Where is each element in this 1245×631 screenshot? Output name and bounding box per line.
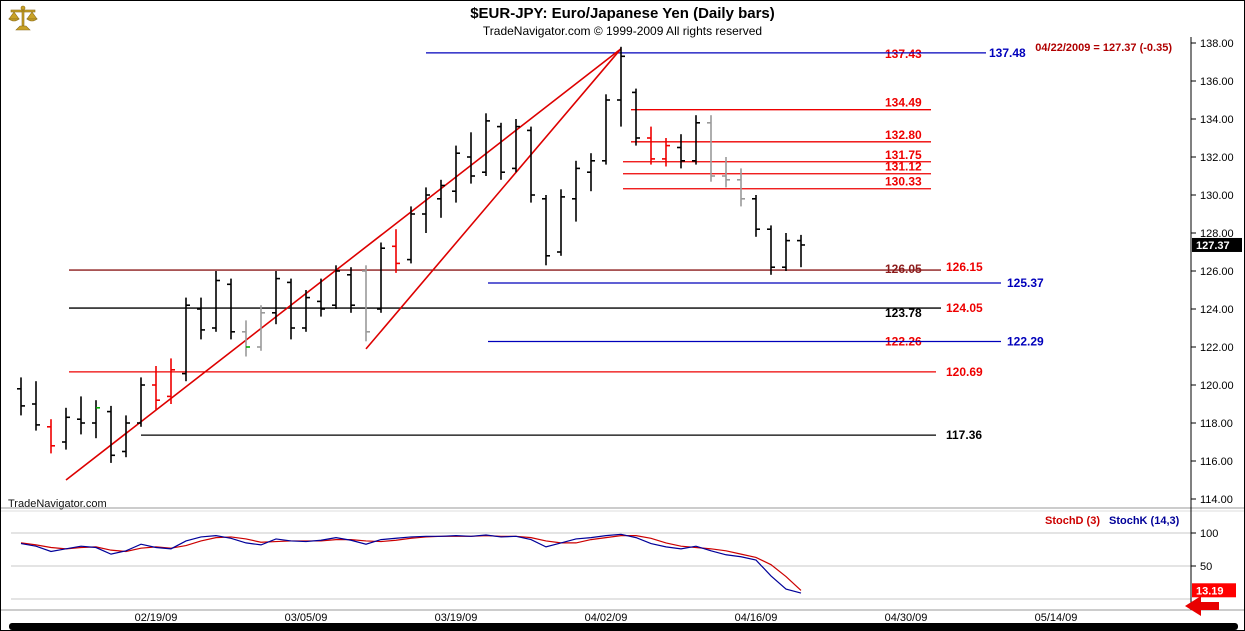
- price-axis-label: 126.00: [1200, 266, 1234, 278]
- price-axis-label: 120.00: [1200, 380, 1234, 392]
- last-price-badge: [1192, 237, 1242, 252]
- date-axis-label: 02/19/09: [135, 612, 178, 624]
- price-level-label[interactable]: 130.33: [885, 175, 922, 189]
- price-axis-label: 124.00: [1200, 304, 1234, 316]
- horizontal-scrollbar[interactable]: [9, 623, 1238, 630]
- price-level-label[interactable]: 126.05: [885, 262, 922, 276]
- price-level-label[interactable]: 122.29: [1007, 334, 1044, 348]
- price-level-label[interactable]: 137.48: [989, 46, 1026, 60]
- date-axis-label: 04/16/09: [735, 612, 778, 624]
- price-level-label[interactable]: 125.37: [1007, 276, 1044, 290]
- date-axis-label: 05/14/09: [1035, 612, 1078, 624]
- price-level-label[interactable]: 126.15: [946, 260, 983, 274]
- stoch-axis-label: 50: [1200, 561, 1212, 573]
- price-level-label[interactable]: 117.36: [946, 428, 982, 442]
- price-level-label[interactable]: 131.12: [885, 160, 922, 174]
- stochk-legend[interactable]: StochK (14,3): [1109, 515, 1180, 527]
- price-level-label[interactable]: 120.69: [946, 365, 983, 379]
- stoch-value-badge: [1192, 583, 1236, 598]
- price-axis-label: 130.00: [1200, 190, 1234, 202]
- price-axis-label: 118.00: [1200, 418, 1233, 430]
- price-axis-label: 114.00: [1200, 494, 1233, 506]
- price-level-label[interactable]: 123.78: [885, 306, 922, 320]
- tradenavigator-logo-icon: [8, 5, 38, 31]
- price-axis-label: 136.00: [1200, 76, 1234, 88]
- page-title: $EUR-JPY: Euro/Japanese Yen (Daily bars): [470, 5, 775, 22]
- price-level-label[interactable]: 137.43: [885, 47, 922, 61]
- price-level-label[interactable]: 132.80: [885, 128, 922, 142]
- price-level-label[interactable]: 134.49: [885, 96, 922, 110]
- watermark-text: TradeNavigator.com: [8, 498, 107, 510]
- price-axis-label: 134.00: [1200, 114, 1234, 126]
- stochk-curve: [20, 533, 802, 594]
- date-axis-label: 04/30/09: [885, 612, 928, 624]
- last-price-badge-text: 127.37: [1196, 240, 1230, 252]
- trendline[interactable]: [365, 48, 622, 350]
- price-axis-label: 138.00: [1200, 38, 1234, 50]
- price-level-label[interactable]: 124.05: [946, 301, 983, 315]
- stochd-curve: [20, 535, 802, 591]
- scroll-left-arrow-icon[interactable]: [1185, 596, 1219, 616]
- price-axis-label: 116.00: [1200, 456, 1233, 468]
- copyright-subtitle: TradeNavigator.com © 1999-2009 All right…: [482, 24, 763, 38]
- date-axis-label: 03/05/09: [285, 612, 328, 624]
- stoch-axis-label: 100: [1200, 528, 1218, 540]
- stochd-legend[interactable]: StochD (3): [1045, 515, 1100, 527]
- stoch-value-badge-text: 13.19: [1196, 585, 1224, 597]
- price-axis-label: 132.00: [1200, 152, 1234, 164]
- quote-info: 04/22/2009 = 127.37 (-0.35): [1035, 42, 1172, 54]
- price-axis-label: 122.00: [1200, 342, 1234, 354]
- price-level-label[interactable]: 131.75: [885, 148, 922, 162]
- price-axis-label: 128.00: [1200, 228, 1234, 240]
- trendline[interactable]: [65, 48, 622, 481]
- date-axis-label: 03/19/09: [435, 612, 478, 624]
- date-axis-label: 04/02/09: [585, 612, 628, 624]
